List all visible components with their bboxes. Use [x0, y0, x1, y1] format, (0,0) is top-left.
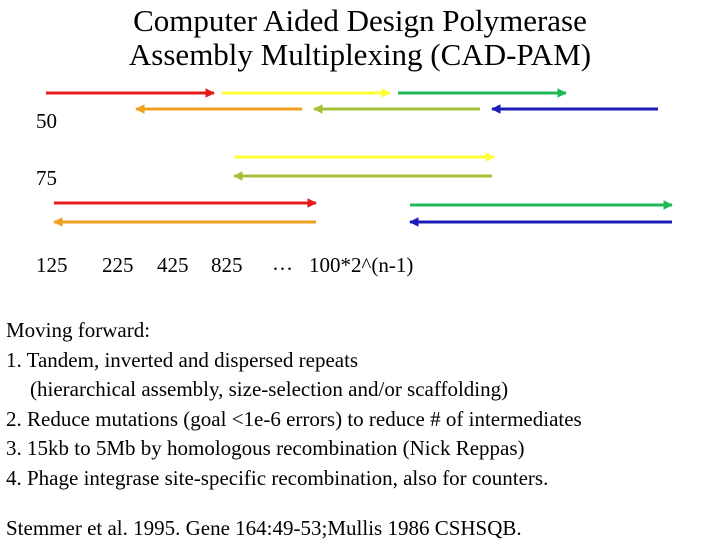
ellipsis-label: … — [272, 251, 293, 275]
notes-item-2: 2. Reduce mutations (goal <1e-6 errors) … — [6, 406, 582, 431]
length-label-125: 125 — [36, 253, 68, 277]
notes-heading: Moving forward: — [6, 318, 151, 342]
assembly-arrows-diagram — [46, 88, 673, 227]
length-label-825: 825 — [211, 253, 243, 277]
notes-item-3: 3. 15kb to 5Mb by homologous recombinati… — [6, 436, 525, 460]
length-label-50: 50 — [36, 109, 57, 133]
notes-item-4: 4. Phage integrase site-specific recombi… — [6, 465, 549, 490]
notes-item-1: 1. Tandem, inverted and dispersed repeat… — [6, 347, 359, 372]
length-label-75: 75 — [36, 166, 57, 190]
citation: Stemmer et al. 1995. Gene 164:49-53;Mull… — [6, 516, 522, 540]
title-line-2: Assembly Multiplexing (CAD-PAM) — [128, 37, 592, 72]
length-formula: 100*2^(n-1) — [309, 253, 414, 277]
length-label-225: 225 — [102, 253, 134, 277]
title-line-1: Computer Aided Design Polymerase — [133, 3, 587, 38]
length-label-425: 425 — [157, 253, 189, 277]
slide-title: Computer Aided Design Polymerase Assembl… — [0, 4, 720, 72]
notes-item-1-detail: (hierarchical assembly, size-selection a… — [30, 377, 509, 401]
notes-block: Moving forward: 1. Tandem, inverted and … — [6, 316, 582, 493]
